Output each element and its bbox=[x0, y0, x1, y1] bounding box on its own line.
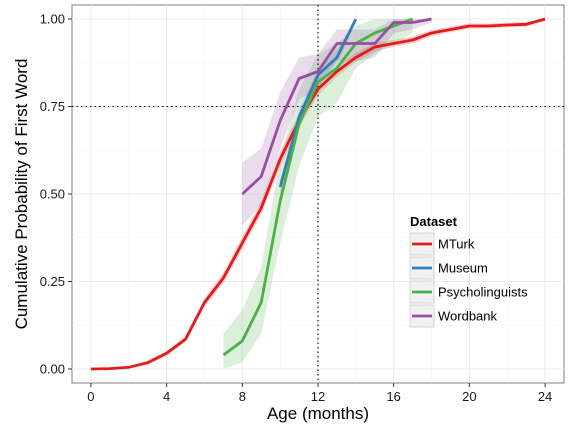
legend-label: MTurk bbox=[438, 237, 475, 252]
x-axis-title: Age (months) bbox=[267, 404, 369, 423]
x-tick-label: 20 bbox=[462, 389, 476, 404]
x-tick-label: 8 bbox=[239, 389, 246, 404]
x-tick-label: 0 bbox=[87, 389, 94, 404]
y-tick-label: 0.50 bbox=[40, 187, 65, 202]
legend: Dataset MTurk Museum Psycholinguists Wordba… bbox=[409, 214, 528, 328]
legend-label: Psycholinguists bbox=[438, 285, 528, 300]
legend-label: Wordbank bbox=[438, 309, 498, 324]
x-tick-label: 16 bbox=[386, 389, 400, 404]
legend-item-mturk: MTurk bbox=[409, 232, 475, 256]
reference-lines bbox=[72, 5, 564, 383]
y-axis-title: Cumulative Probability of First Word bbox=[12, 59, 31, 330]
y-tick-label: 0.25 bbox=[40, 274, 65, 289]
series-line-psycholinguists bbox=[222, 17, 414, 357]
y-tick-label: 1.00 bbox=[40, 12, 65, 27]
legend-title: Dataset bbox=[410, 214, 458, 229]
series-line-wordbank bbox=[241, 17, 432, 196]
band-museum bbox=[280, 19, 356, 194]
x-tick-label: 12 bbox=[311, 389, 325, 404]
legend-item-museum: Museum bbox=[409, 256, 488, 280]
x-tick-label: 4 bbox=[163, 389, 170, 404]
y-tick-label: 0.75 bbox=[40, 99, 65, 114]
series-lines bbox=[90, 17, 546, 371]
legend-label: Museum bbox=[438, 261, 488, 276]
y-axis-ticks: 0.00 0.25 0.50 0.75 1.00 bbox=[40, 12, 72, 377]
legend-item-psycholinguists: Psycholinguists bbox=[409, 280, 528, 304]
series-line-mturk bbox=[90, 17, 546, 371]
x-tick-label: 24 bbox=[538, 389, 552, 404]
y-tick-label: 0.00 bbox=[40, 362, 65, 377]
legend-item-wordbank: Wordbank bbox=[409, 304, 498, 328]
band-psycholinguists bbox=[223, 19, 413, 369]
x-axis-ticks: 0 4 8 12 16 20 24 bbox=[87, 383, 552, 404]
